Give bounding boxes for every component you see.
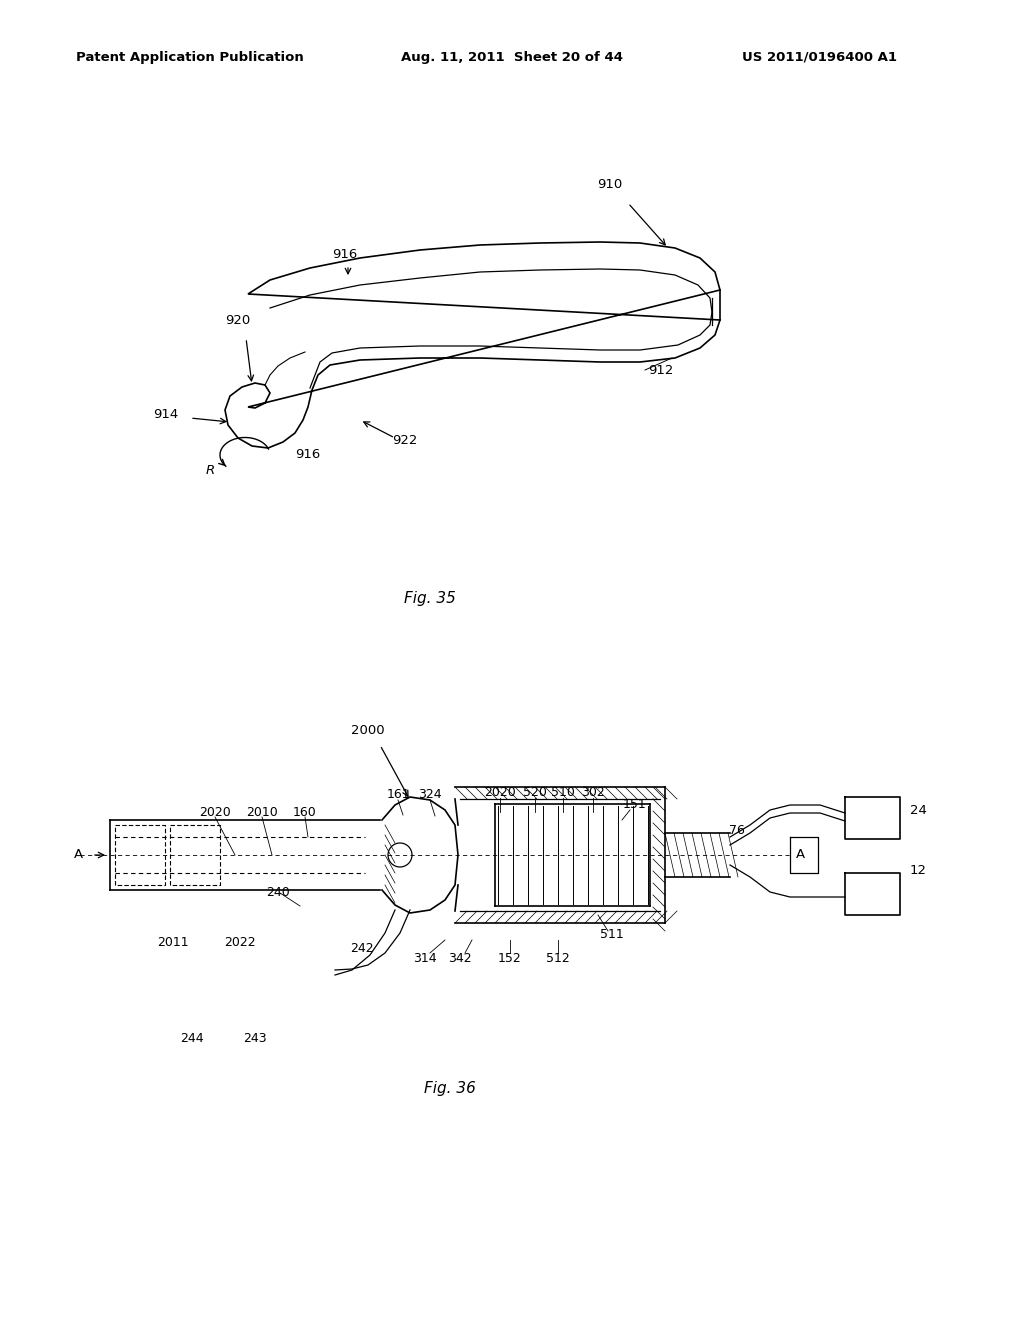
Text: 916: 916 [333, 248, 357, 261]
Text: 511: 511 [600, 928, 624, 941]
Text: A: A [74, 849, 83, 862]
Text: 152: 152 [498, 952, 522, 965]
Text: 2022: 2022 [224, 936, 256, 949]
Text: Fig. 36: Fig. 36 [424, 1081, 476, 1096]
Text: R: R [206, 463, 215, 477]
Text: 914: 914 [153, 408, 178, 421]
Text: 920: 920 [225, 314, 251, 326]
Text: 2010: 2010 [246, 805, 278, 818]
Text: 2020: 2020 [484, 787, 516, 800]
Text: US 2011/0196400 A1: US 2011/0196400 A1 [742, 50, 897, 63]
Text: 2000: 2000 [351, 723, 385, 737]
Text: 2011: 2011 [158, 936, 188, 949]
Text: 916: 916 [295, 449, 321, 462]
Text: 302: 302 [582, 787, 605, 800]
Text: A: A [796, 849, 805, 862]
Text: 510: 510 [551, 787, 574, 800]
Text: Fig. 35: Fig. 35 [404, 590, 456, 606]
Text: 912: 912 [648, 363, 674, 376]
Text: 12: 12 [910, 863, 927, 876]
Text: 520: 520 [523, 787, 547, 800]
Text: 161: 161 [386, 788, 410, 801]
Text: 324: 324 [418, 788, 441, 801]
Text: 160: 160 [293, 805, 316, 818]
Text: 512: 512 [546, 952, 570, 965]
Text: 151: 151 [624, 799, 647, 812]
Text: Aug. 11, 2011  Sheet 20 of 44: Aug. 11, 2011 Sheet 20 of 44 [401, 50, 623, 63]
Text: 242: 242 [350, 941, 374, 954]
Text: Patent Application Publication: Patent Application Publication [76, 50, 304, 63]
Text: 244: 244 [180, 1031, 204, 1044]
Text: 922: 922 [392, 433, 418, 446]
Text: 2020: 2020 [199, 805, 230, 818]
Text: 342: 342 [449, 952, 472, 965]
Text: 76: 76 [729, 824, 744, 837]
Text: 240: 240 [266, 887, 290, 899]
Text: 314: 314 [414, 952, 437, 965]
Text: 243: 243 [243, 1031, 267, 1044]
Text: 24: 24 [910, 804, 927, 817]
Text: 910: 910 [597, 178, 623, 191]
